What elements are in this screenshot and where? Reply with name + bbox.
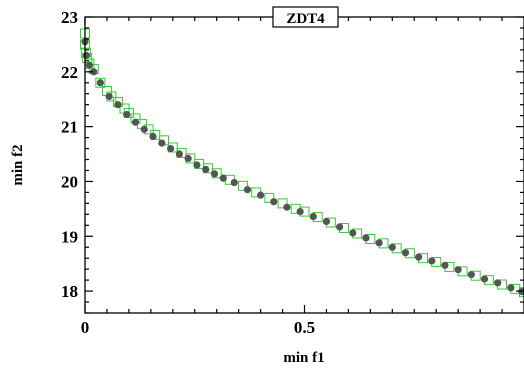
series-2-point-35	[428, 257, 435, 264]
series-2-point-24	[283, 204, 290, 211]
series-2-point-38	[468, 271, 475, 278]
series-2-point-36	[441, 262, 448, 269]
y-axis-title: min f2	[10, 144, 26, 185]
ticks-layer: 18 19 20 21 22 23 0 0.5	[61, 8, 524, 337]
series-2-point-21	[244, 186, 251, 193]
chart-title: ZDT4	[286, 11, 325, 27]
series-2-point-10	[141, 126, 148, 133]
series-2-point-8	[123, 111, 130, 118]
series-2-point-25	[297, 208, 304, 215]
x-tick-label: 0.5	[294, 318, 315, 337]
chart-title-box: ZDT4	[273, 7, 338, 27]
series-2-point-22	[257, 192, 264, 199]
y-tick-label: 20	[61, 172, 78, 191]
series-2-point-5	[97, 79, 104, 86]
series-2-point-15	[185, 155, 192, 162]
series-2-point-29	[349, 229, 356, 236]
y-tick-label: 22	[61, 63, 78, 82]
series-2-point-7	[114, 101, 121, 108]
series-2-point-39	[481, 275, 488, 282]
x-axis-title: min f1	[283, 350, 324, 366]
series-2-point-20	[231, 179, 238, 186]
series-2-point-26	[310, 213, 317, 220]
series-2-point-30	[362, 234, 369, 241]
series-2-point-28	[336, 223, 343, 230]
x-tick-label: 0	[81, 318, 90, 337]
y-tick-label: 21	[61, 118, 78, 137]
series-2-point-37	[455, 266, 462, 273]
series-2-point-13	[167, 145, 174, 152]
marks-layer	[81, 29, 524, 297]
series-2-point-27	[323, 218, 330, 225]
series-2-point-9	[132, 119, 139, 126]
series-2-point-14	[176, 150, 183, 157]
series-2-point-18	[211, 170, 218, 177]
series-2-point-19	[220, 175, 227, 182]
y-tick-label: 23	[61, 8, 78, 27]
series-2-point-3	[86, 62, 93, 69]
series-2-point-12	[158, 139, 165, 146]
series-2-point-34	[415, 253, 422, 260]
series-2-point-31	[376, 239, 383, 246]
series-2-point-16	[193, 161, 200, 168]
series-2-point-11	[149, 133, 156, 140]
series-2-point-17	[202, 166, 209, 173]
series-2-point-40	[494, 279, 501, 286]
series-2-point-32	[389, 244, 396, 251]
y-tick-label: 19	[61, 227, 78, 246]
series-2-point-23	[270, 198, 277, 205]
series-2-point-41	[507, 284, 514, 291]
series-2-point-6	[106, 93, 113, 100]
series-2-point-2	[83, 52, 90, 59]
series-2-point-33	[402, 249, 409, 256]
y-tick-label: 18	[61, 282, 78, 301]
